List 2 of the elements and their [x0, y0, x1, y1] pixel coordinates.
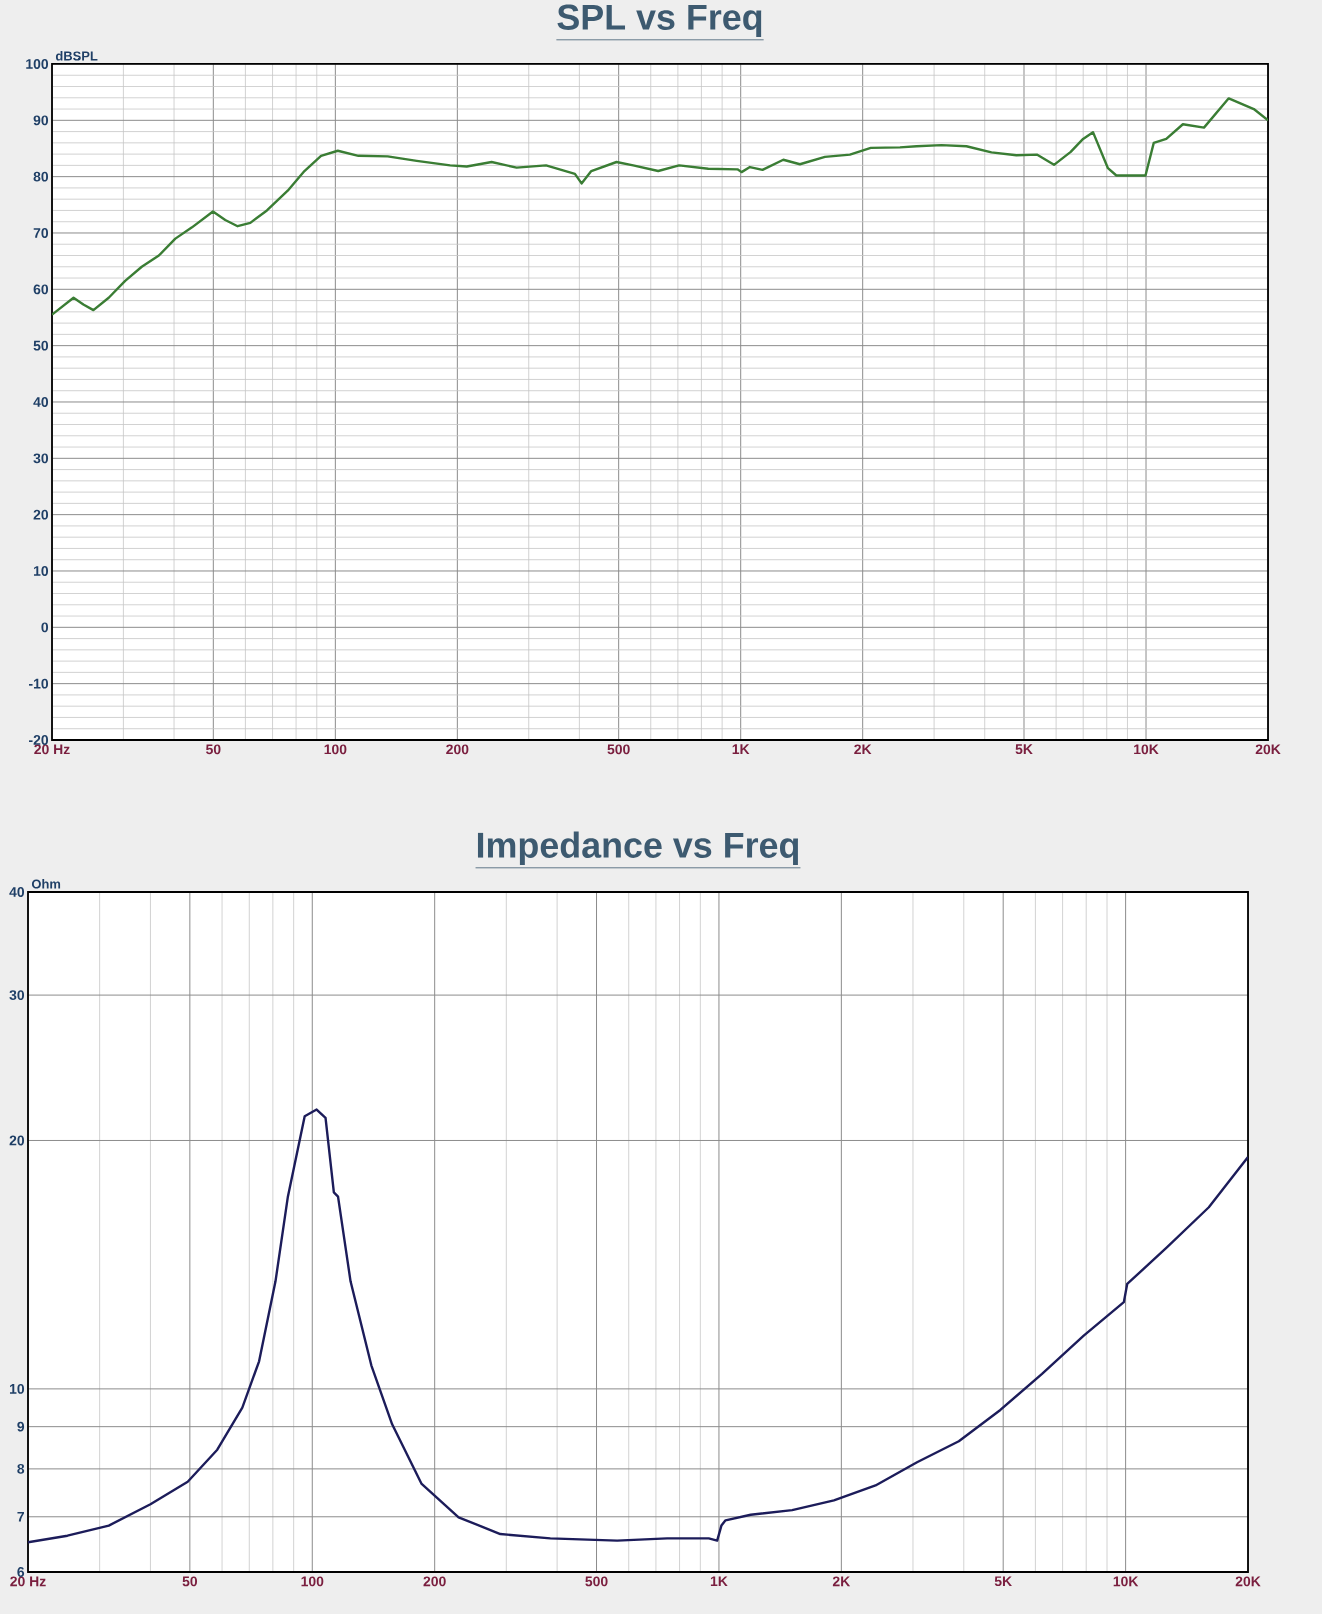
chart-title: SPL vs Freq [557, 4, 762, 38]
chart-title: Impedance vs Freq [477, 831, 799, 866]
